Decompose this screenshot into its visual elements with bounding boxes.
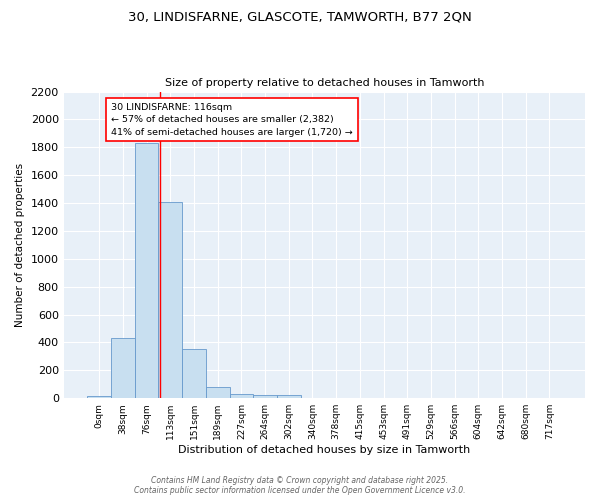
Title: Size of property relative to detached houses in Tamworth: Size of property relative to detached ho… <box>164 78 484 88</box>
Bar <box>111 338 135 398</box>
Bar <box>158 202 182 398</box>
Bar <box>253 396 277 398</box>
Bar <box>182 348 206 398</box>
Bar <box>206 387 230 398</box>
Bar <box>88 396 111 398</box>
Text: 30 LINDISFARNE: 116sqm
← 57% of detached houses are smaller (2,382)
41% of semi-: 30 LINDISFARNE: 116sqm ← 57% of detached… <box>111 102 353 136</box>
Text: Contains HM Land Registry data © Crown copyright and database right 2025.
Contai: Contains HM Land Registry data © Crown c… <box>134 476 466 495</box>
X-axis label: Distribution of detached houses by size in Tamworth: Distribution of detached houses by size … <box>178 445 470 455</box>
Text: 30, LINDISFARNE, GLASCOTE, TAMWORTH, B77 2QN: 30, LINDISFARNE, GLASCOTE, TAMWORTH, B77… <box>128 10 472 23</box>
Bar <box>277 396 301 398</box>
Bar <box>230 394 253 398</box>
Y-axis label: Number of detached properties: Number of detached properties <box>15 163 25 327</box>
Bar <box>135 143 158 398</box>
